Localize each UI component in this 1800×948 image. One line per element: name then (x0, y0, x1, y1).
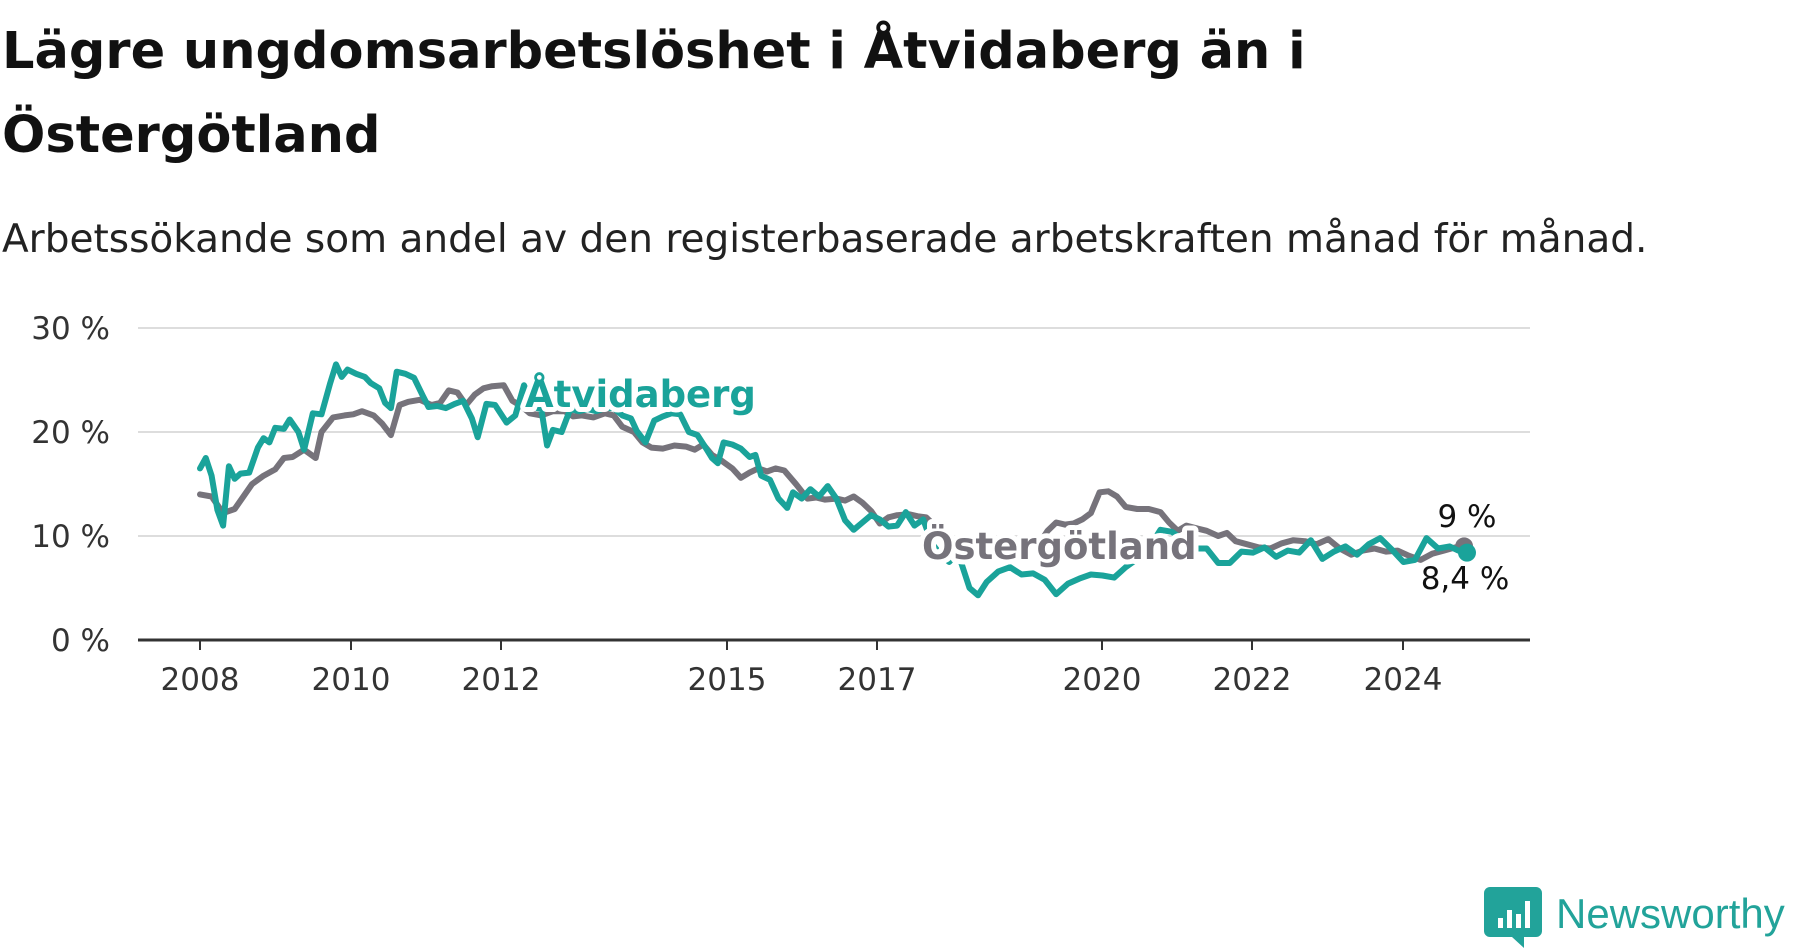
series-line-atvidaberg (197, 361, 1470, 599)
gridlines (138, 327, 1530, 537)
axes: 0 % 10 % 20 % 30 % 2008 2010 2012 2015 2017 2020 2… (31, 311, 1530, 698)
y-tick-label: 20 % (31, 415, 110, 451)
series-label-atvidaberg: Åtvidaberg (525, 372, 756, 416)
series-labels: Åtvidaberg Östergötland 9 % 8,4 % (520, 367, 1510, 597)
y-tick-label: 10 % (31, 519, 110, 555)
series-label-ostergotland: Östergötland (922, 524, 1197, 568)
y-tick-label: 30 % (31, 311, 110, 347)
x-tick-label: 2017 (838, 662, 917, 698)
series-line-ostergotland (197, 382, 1468, 563)
x-tick-label: 2008 (161, 662, 240, 698)
x-tick-label: 2022 (1213, 662, 1292, 698)
end-value-atvidaberg: 8,4 % (1421, 561, 1510, 597)
newsworthy-logo: Newsworthy (1484, 887, 1785, 948)
series-end-dot-atvidaberg (1458, 543, 1476, 562)
series-lines (197, 361, 1476, 599)
x-tick-label: 2012 (462, 662, 541, 698)
end-value-ostergotland: 9 % (1437, 499, 1496, 535)
x-tick-label: 2015 (688, 662, 767, 698)
brand-name: Newsworthy (1556, 890, 1785, 937)
chart-subtitle: Arbetssökande som andel av den registerb… (2, 217, 1648, 262)
newsworthy-logo-icon (1484, 887, 1542, 948)
x-tick-label: 2010 (312, 662, 391, 698)
x-tick-label: 2024 (1364, 662, 1443, 698)
y-tick-label: 0 % (51, 623, 110, 659)
chart-title: Lägre ungdomsarbetslöshet i Åtvidaberg ä… (2, 22, 1306, 165)
x-tick-label: 2020 (1063, 662, 1142, 698)
